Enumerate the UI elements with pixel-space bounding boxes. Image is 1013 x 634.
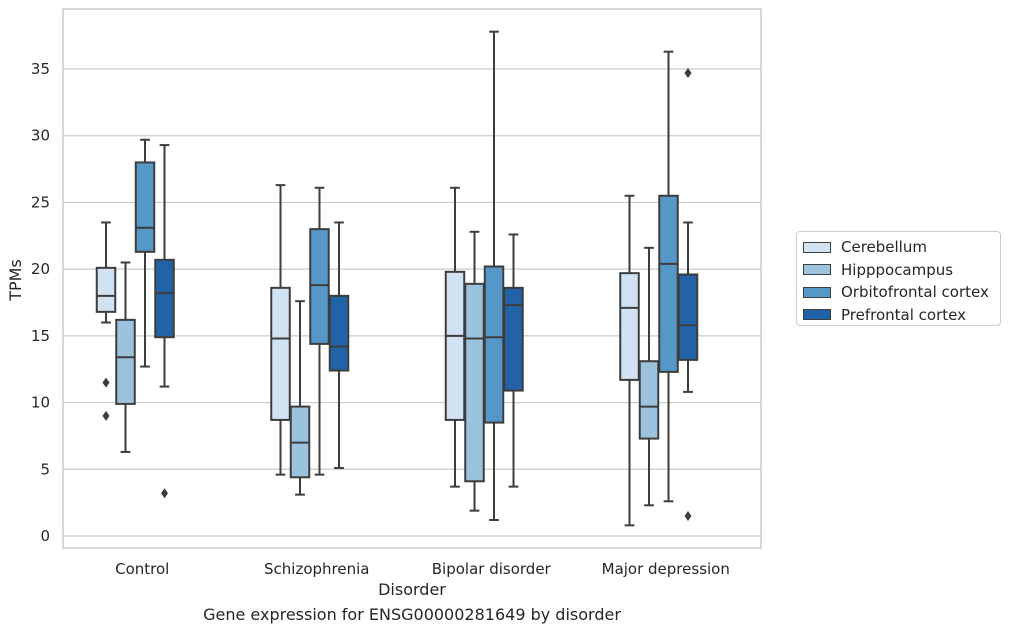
- outlier-point: [684, 68, 692, 79]
- iqr-box: [309, 228, 330, 345]
- outlier-point: [684, 510, 692, 521]
- outlier-point: [102, 410, 110, 421]
- x-axis-label: Disorder: [378, 580, 446, 599]
- y-tick-label: 35: [31, 60, 50, 78]
- plot-area-frame: [62, 8, 762, 549]
- legend-item: Orbitofrontal cortex: [803, 281, 1000, 304]
- y-tick-label: 20: [31, 260, 50, 278]
- iqr-box: [658, 194, 679, 373]
- box-prefrontal-cortex-major-depression: [677, 68, 699, 521]
- outlier-point: [161, 488, 168, 499]
- box-plot-marks: [95, 30, 699, 527]
- legend-item: Hipppocampus: [803, 259, 1000, 282]
- box-hipppocampus-major-depression: [638, 246, 660, 507]
- y-tick-label: 25: [31, 193, 50, 211]
- legend-swatch: [803, 264, 831, 276]
- x-tick-label: Schizophrenia: [264, 560, 369, 578]
- box-prefrontal-cortex-control: [154, 144, 175, 499]
- box-orbitofrontal-cortex-schizophrenia: [309, 186, 330, 476]
- box-hipppocampus-schizophrenia: [289, 300, 311, 496]
- y-axis-label: TPMs: [6, 259, 25, 302]
- iqr-box: [483, 265, 505, 424]
- legend-item: Prefrontal cortex: [803, 304, 1000, 327]
- iqr-box: [328, 294, 350, 372]
- x-axis-ticks: Control Schizophrenia Bipolar disorder Majo…: [115, 560, 730, 578]
- iqr-box: [503, 286, 524, 392]
- legend: Cerebellum Hipppocampus Orbitofrontal cort…: [796, 231, 1001, 326]
- box-cerebellum-bipolar-disorder: [444, 186, 466, 488]
- legend-swatch: [803, 309, 831, 321]
- box-prefrontal-cortex-bipolar-disorder: [503, 233, 524, 488]
- box-cerebellum-control: [95, 221, 117, 421]
- y-axis-ticks: 0 5 10 15 20 25 30 35: [31, 60, 50, 545]
- iqr-box: [154, 258, 175, 339]
- box-cerebellum-major-depression: [619, 194, 640, 527]
- y-tick-label: 0: [40, 527, 50, 545]
- box-hipppocampus-control: [115, 261, 136, 453]
- box-orbitofrontal-cortex-control: [134, 138, 156, 368]
- legend-label: Hipppocampus: [841, 260, 954, 279]
- legend-swatch: [803, 286, 831, 298]
- box-orbitofrontal-cortex-major-depression: [658, 50, 679, 503]
- chart-title: Gene expression for ENSG00000281649 by d…: [203, 605, 621, 624]
- x-tick-label: Control: [115, 560, 169, 578]
- y-tick-label: 30: [31, 127, 50, 145]
- iqr-box: [619, 272, 640, 381]
- iqr-box: [444, 270, 466, 421]
- x-tick-label: Bipolar disorder: [432, 560, 552, 578]
- legend-swatch: [803, 241, 831, 253]
- legend-label: Orbitofrontal cortex: [841, 283, 989, 302]
- y-tick-label: 5: [40, 460, 50, 478]
- iqr-box: [464, 282, 485, 483]
- iqr-box: [95, 266, 117, 313]
- x-tick-label: Major depression: [602, 560, 730, 578]
- gridlines: [63, 68, 761, 537]
- box-prefrontal-cortex-schizophrenia: [328, 221, 350, 469]
- legend-item: Cerebellum: [803, 236, 1000, 259]
- iqr-box: [115, 318, 136, 405]
- legend-label: Cerebellum: [841, 238, 927, 257]
- box-hipppocampus-bipolar-disorder: [464, 230, 485, 512]
- box-cerebellum-schizophrenia: [270, 184, 291, 476]
- iqr-box: [677, 273, 699, 361]
- iqr-box: [270, 286, 291, 421]
- legend-label: Prefrontal cortex: [841, 305, 966, 324]
- iqr-box: [638, 360, 660, 440]
- y-tick-label: 15: [31, 327, 50, 345]
- y-tick-label: 10: [31, 394, 50, 412]
- box-orbitofrontal-cortex-bipolar-disorder: [483, 30, 505, 521]
- iqr-box: [134, 161, 156, 253]
- outlier-point: [102, 377, 110, 388]
